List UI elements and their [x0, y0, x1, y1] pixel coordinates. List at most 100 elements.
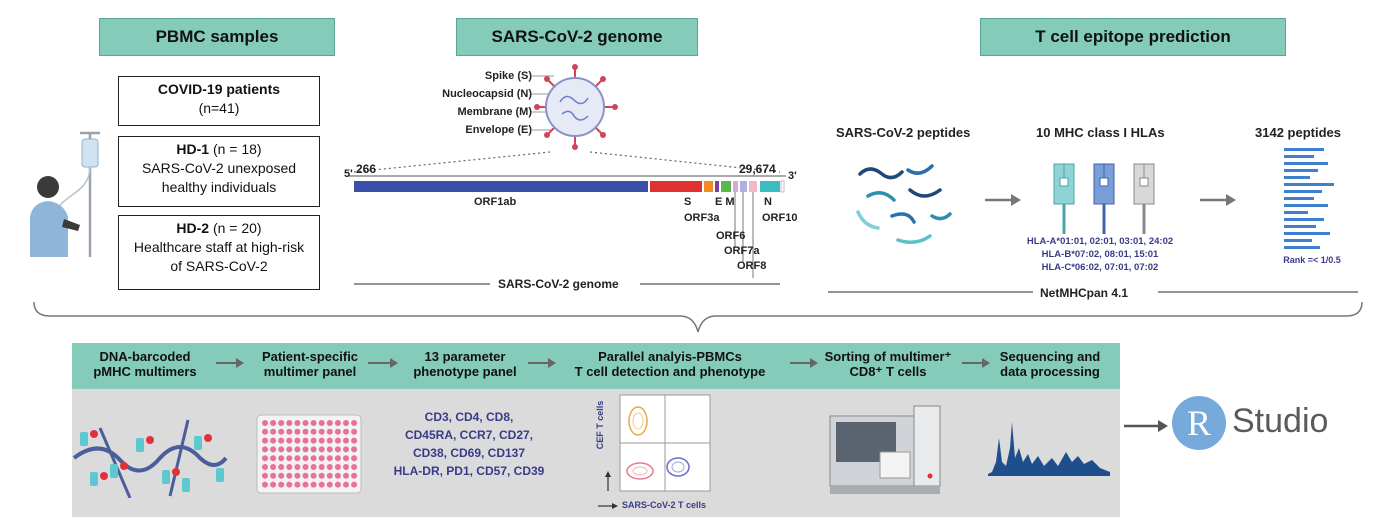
plate-well	[351, 446, 358, 453]
sequencing-histogram	[988, 422, 1110, 476]
patient-iv-illustration	[30, 131, 100, 257]
plate-well	[302, 446, 309, 453]
cohort-hd2-box: HD-2 (n = 20) Healthcare staff at high-r…	[118, 215, 320, 290]
genome-orf6-label: ORF6	[716, 230, 746, 242]
plate-well	[294, 428, 301, 435]
hla-b-list: HLA-B*07:02, 08:01, 15:01	[1041, 249, 1159, 260]
phenotype-markers: CD3, CD4, CD8, CD45RA, CCR7, CD27, CD38,…	[384, 408, 554, 480]
genome-3prime: 3'	[788, 170, 797, 182]
plate-well	[286, 455, 293, 462]
peptides-title: SARS-CoV-2 peptides	[836, 125, 971, 140]
genome-orf7a-label: ORF7a	[724, 245, 760, 257]
genome-s-label: S	[684, 196, 692, 208]
plate-well	[302, 420, 309, 426]
step-sorting-line1: Sorting of multimer⁺	[824, 349, 952, 364]
cohort-hd2-desc: Healthcare staff at high-risk of SARS-Co…	[133, 239, 305, 274]
plate-well	[310, 428, 317, 435]
step-parallel-line2: T cell detection and phenotype	[574, 364, 766, 379]
plate-well	[270, 437, 277, 444]
plate-well	[278, 455, 285, 462]
plate-well	[334, 455, 341, 462]
virus-label-spike: Spike (S)	[484, 70, 532, 82]
cohort-covid-title: COVID-19 patients	[157, 81, 281, 97]
plate-well	[302, 472, 309, 479]
pipeline-header-band	[72, 343, 1120, 389]
plate-well	[334, 481, 341, 488]
plate-well	[302, 437, 309, 444]
step-sequencing-line1: Sequencing and	[999, 349, 1101, 364]
plate-well	[343, 428, 349, 435]
marker-line-3: CD38, CD69, CD137	[412, 446, 526, 460]
plate-well	[270, 446, 277, 453]
virus-illustration	[532, 64, 618, 150]
genome-segment-n	[760, 181, 780, 192]
virus-label-membrane: Membrane (M)	[457, 106, 532, 118]
plate-well	[351, 437, 358, 444]
genome-orf3a-label: ORF3a	[684, 212, 720, 224]
step-arrows	[216, 358, 990, 368]
cohort-hd2-title: HD-2	[176, 220, 210, 236]
plate-well	[294, 437, 301, 444]
step-phenotype-line1: 13 parameter	[424, 349, 506, 364]
step-sorting-line2: CD8⁺ T cells	[849, 364, 927, 379]
arrow-to-rstudio	[1124, 420, 1168, 432]
virus-label-envelope: Envelope (E)	[465, 124, 532, 136]
plate-well	[278, 420, 285, 426]
step-parallel-line1: Parallel analyis-PBMCs	[598, 349, 742, 364]
step-multimers-line2: pMHC multimers	[93, 364, 197, 379]
arrow-to-hla	[985, 194, 1021, 206]
plate-well	[302, 428, 309, 435]
plate-well	[262, 455, 268, 462]
grouping-brace	[33, 301, 1363, 333]
plate-well	[270, 472, 277, 479]
rank-label: Rank =< 1/0.5	[1283, 255, 1341, 265]
genome-n-label: N	[764, 196, 772, 208]
rstudio-logo: R Studio	[1172, 396, 1362, 452]
plate-well	[294, 481, 301, 488]
plate-well	[334, 428, 341, 435]
peptide-rank-bars	[1284, 148, 1334, 249]
peptides-illustration	[856, 164, 952, 244]
plate-well	[270, 428, 277, 435]
plate-well	[262, 428, 268, 435]
cohort-hd2-n: (n = 20)	[209, 220, 262, 236]
step-panel-line1: Patient-specific	[261, 349, 359, 364]
plate-well	[334, 420, 341, 426]
hla-a-list: HLA-A*01:01, 02:01, 03:01, 24:02	[1026, 236, 1174, 247]
plate-well	[286, 428, 293, 435]
plate-well	[334, 437, 341, 444]
plate-well	[286, 437, 293, 444]
step-multimers: DNA-barcoded pMHC multimers	[80, 349, 210, 379]
plate-well	[351, 420, 358, 426]
plate-well	[326, 464, 333, 470]
plate-well	[286, 420, 293, 426]
plate-well	[343, 446, 349, 453]
plate-well	[326, 446, 333, 453]
cohort-hd1-n: (n = 18)	[209, 141, 262, 157]
plate-well	[278, 437, 285, 444]
plate-well	[262, 472, 268, 479]
plate-well	[310, 446, 317, 453]
plate-well	[302, 455, 309, 462]
step-parallel: Parallel analyis-PBMCs T cell detection …	[560, 349, 780, 379]
plate-well	[310, 481, 317, 488]
plate-well	[318, 455, 325, 462]
hla-title: 10 MHC class I HLAs	[1036, 125, 1165, 140]
netmhc-line	[828, 291, 1358, 293]
plate-well	[278, 446, 285, 453]
cohort-hd1-desc: SARS-CoV-2 unexposed healthy individuals	[141, 160, 297, 195]
prediction-header: T cell epitope prediction	[980, 18, 1286, 56]
plate-well	[318, 464, 325, 470]
genome-caption: SARS-CoV-2 genome	[498, 277, 619, 291]
arrow-to-result	[1200, 194, 1236, 206]
plate-well	[310, 472, 317, 479]
plate-well	[326, 455, 333, 462]
genome-map	[348, 151, 786, 285]
genome-header: SARS-CoV-2 genome	[456, 18, 698, 56]
plate-well	[351, 481, 358, 488]
genome-orf1ab-label: ORF1ab	[474, 196, 517, 208]
plate-well	[294, 420, 301, 426]
multimer-plate	[256, 414, 362, 494]
plate-well	[294, 446, 301, 453]
plate-well	[351, 455, 358, 462]
